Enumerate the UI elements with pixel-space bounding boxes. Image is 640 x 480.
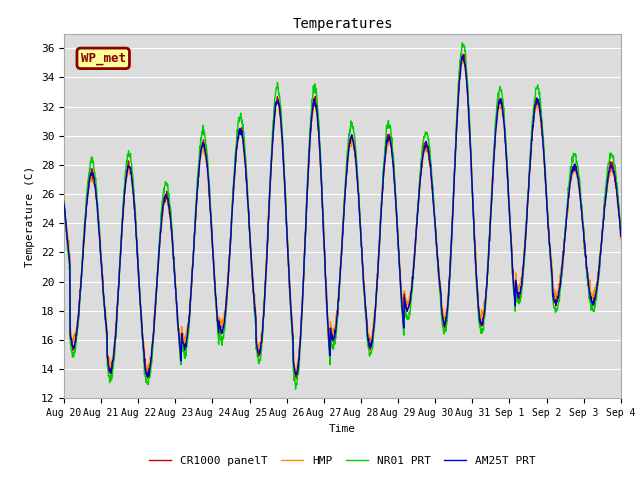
NR01 PRT <box>60 198 68 204</box>
Y-axis label: Temperature (C): Temperature (C) <box>25 166 35 266</box>
AM25T PRT <box>568 170 576 176</box>
Line: AM25T PRT: AM25T PRT <box>64 56 621 376</box>
AM25T PRT <box>184 333 191 339</box>
Text: WP_met: WP_met <box>81 52 125 65</box>
Line: NR01 PRT: NR01 PRT <box>64 43 621 389</box>
AM25T PRT <box>292 371 300 377</box>
CR1000 panelT <box>60 198 68 204</box>
Title: Temperatures: Temperatures <box>292 17 393 31</box>
AM25T PRT <box>60 201 68 206</box>
HMP <box>291 371 299 376</box>
CR1000 panelT <box>568 168 576 173</box>
HMP <box>292 368 300 373</box>
NR01 PRT <box>278 133 286 139</box>
CR1000 panelT <box>292 375 300 381</box>
AM25T PRT <box>428 182 436 188</box>
HMP <box>520 249 528 254</box>
HMP <box>60 194 68 200</box>
Line: HMP: HMP <box>64 54 621 373</box>
HMP <box>428 185 436 191</box>
HMP <box>183 326 191 332</box>
CR1000 panelT <box>460 51 467 57</box>
NR01 PRT <box>520 262 528 267</box>
CR1000 panelT <box>617 230 625 236</box>
HMP <box>617 236 625 242</box>
Legend: CR1000 panelT, HMP, NR01 PRT, AM25T PRT: CR1000 panelT, HMP, NR01 PRT, AM25T PRT <box>145 451 540 470</box>
CR1000 panelT <box>520 254 528 260</box>
NR01 PRT <box>292 381 300 386</box>
CR1000 panelT <box>428 185 436 191</box>
NR01 PRT <box>568 154 576 160</box>
AM25T PRT <box>460 53 467 59</box>
AM25T PRT <box>520 253 528 259</box>
HMP <box>568 173 576 179</box>
X-axis label: Time: Time <box>329 424 356 433</box>
HMP <box>458 51 466 57</box>
CR1000 panelT <box>183 336 191 342</box>
Line: CR1000 panelT: CR1000 panelT <box>64 54 621 378</box>
NR01 PRT <box>183 343 191 348</box>
AM25T PRT <box>617 233 625 239</box>
HMP <box>278 142 286 148</box>
AM25T PRT <box>279 146 287 152</box>
CR1000 panelT <box>278 141 286 146</box>
NR01 PRT <box>458 40 466 46</box>
AM25T PRT <box>144 373 152 379</box>
NR01 PRT <box>428 177 436 183</box>
NR01 PRT <box>292 386 300 392</box>
NR01 PRT <box>617 227 625 232</box>
CR1000 panelT <box>292 372 300 378</box>
